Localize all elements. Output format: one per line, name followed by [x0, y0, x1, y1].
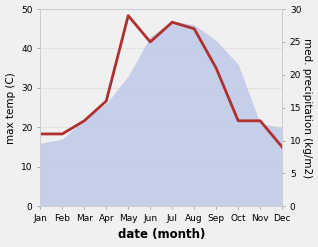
Y-axis label: med. precipitation (kg/m2): med. precipitation (kg/m2)	[302, 38, 313, 178]
X-axis label: date (month): date (month)	[118, 228, 205, 242]
Y-axis label: max temp (C): max temp (C)	[5, 72, 16, 144]
